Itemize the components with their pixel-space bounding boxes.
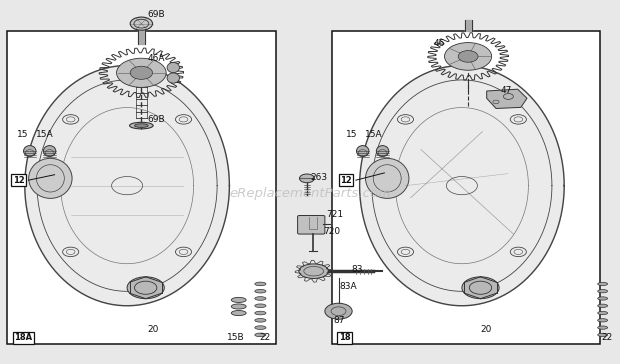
Text: 720: 720	[323, 228, 340, 236]
Ellipse shape	[255, 289, 266, 293]
Ellipse shape	[255, 282, 266, 286]
Text: 12: 12	[340, 176, 352, 185]
Ellipse shape	[255, 297, 266, 300]
Text: 83: 83	[351, 265, 363, 274]
Ellipse shape	[598, 290, 608, 293]
Text: 263: 263	[310, 173, 327, 182]
Text: 12: 12	[13, 176, 24, 185]
Circle shape	[299, 174, 314, 183]
Ellipse shape	[598, 333, 608, 336]
Ellipse shape	[167, 63, 179, 73]
Text: 15: 15	[346, 130, 358, 139]
Text: 20: 20	[147, 325, 158, 333]
Circle shape	[458, 51, 478, 62]
Circle shape	[130, 17, 153, 30]
Circle shape	[127, 277, 164, 299]
Text: 15A: 15A	[36, 130, 53, 139]
Ellipse shape	[356, 146, 369, 157]
Ellipse shape	[376, 146, 389, 157]
Text: 69B: 69B	[147, 10, 164, 19]
Bar	[7, 31, 276, 344]
Circle shape	[130, 66, 153, 79]
Ellipse shape	[24, 146, 36, 157]
Circle shape	[462, 277, 499, 299]
Text: 47: 47	[501, 86, 512, 95]
Ellipse shape	[130, 122, 153, 129]
Ellipse shape	[231, 304, 246, 309]
Ellipse shape	[255, 318, 266, 322]
Ellipse shape	[167, 73, 179, 83]
Ellipse shape	[598, 319, 608, 322]
Ellipse shape	[231, 310, 246, 316]
Text: 20: 20	[480, 325, 492, 333]
Text: 15B: 15B	[227, 333, 244, 342]
Ellipse shape	[598, 304, 608, 307]
Ellipse shape	[366, 158, 409, 198]
Ellipse shape	[135, 124, 148, 127]
Polygon shape	[25, 66, 229, 306]
Ellipse shape	[255, 333, 266, 337]
Text: 87: 87	[333, 316, 345, 325]
Ellipse shape	[255, 311, 266, 315]
Text: 83A: 83A	[339, 282, 356, 291]
Ellipse shape	[598, 297, 608, 300]
Text: 22: 22	[259, 333, 270, 342]
Text: 15A: 15A	[365, 130, 382, 139]
Text: 721: 721	[326, 210, 343, 218]
Ellipse shape	[29, 158, 72, 198]
Text: 18: 18	[339, 333, 350, 342]
Text: 15: 15	[17, 130, 29, 139]
FancyBboxPatch shape	[298, 215, 325, 234]
Ellipse shape	[598, 282, 608, 285]
Ellipse shape	[299, 264, 329, 278]
Ellipse shape	[43, 146, 56, 157]
Text: 46: 46	[434, 39, 445, 48]
Text: 22: 22	[601, 333, 613, 342]
Text: 46A: 46A	[148, 54, 165, 63]
Bar	[332, 31, 600, 344]
Text: 18A: 18A	[14, 333, 33, 342]
Circle shape	[445, 43, 492, 70]
Text: eReplacementParts.com: eReplacementParts.com	[229, 187, 391, 200]
Ellipse shape	[231, 297, 246, 302]
Circle shape	[117, 58, 166, 87]
Polygon shape	[487, 89, 527, 108]
Ellipse shape	[598, 311, 608, 314]
Circle shape	[325, 303, 352, 319]
Ellipse shape	[255, 304, 266, 308]
Text: 69B: 69B	[147, 115, 164, 123]
Ellipse shape	[598, 326, 608, 329]
Ellipse shape	[255, 326, 266, 329]
Polygon shape	[360, 66, 564, 306]
